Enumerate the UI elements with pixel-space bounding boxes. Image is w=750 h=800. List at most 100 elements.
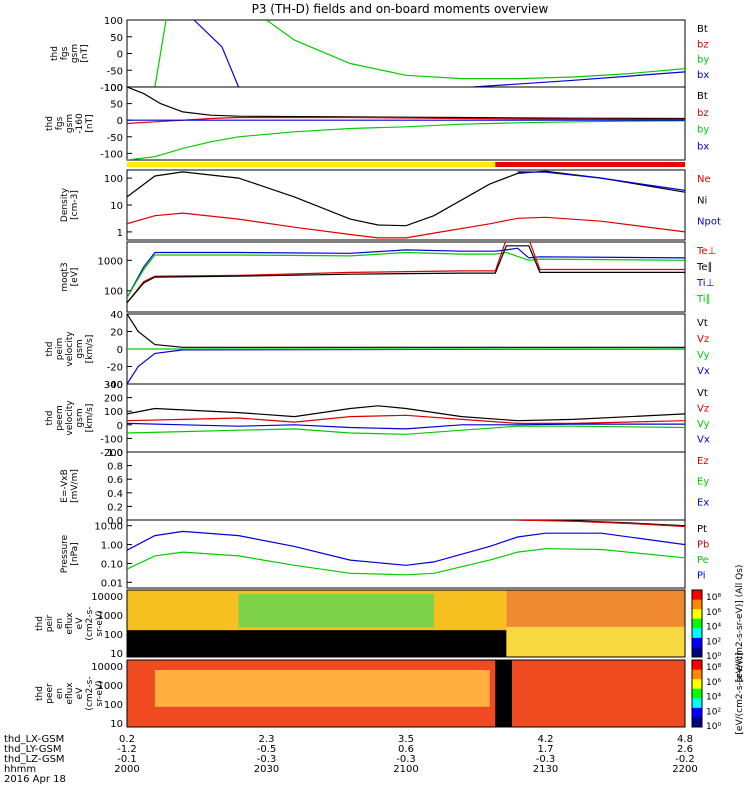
spectrogram-band	[154, 670, 490, 707]
x-row-label: thd_LX-GSM	[4, 734, 64, 745]
y-tick-label: 100	[104, 16, 123, 27]
colorbar-segment	[692, 618, 702, 629]
x-tick-label: 4.8	[677, 734, 693, 745]
x-tick-label: -0.3	[396, 754, 416, 765]
x-tick-label: 0.2	[119, 734, 135, 745]
panel-6: thd peem velocity gsm [km/s] 300 200 100 0 -100 -2…	[45, 380, 710, 459]
y-tick-label: 0.2	[107, 502, 123, 513]
x-tick-label: 2030	[254, 764, 279, 775]
legend-entry: Vz	[697, 334, 709, 345]
x-tick-label: -0.1	[117, 754, 137, 765]
legend-entry: Vt	[697, 388, 708, 399]
legend-entry: Pe	[697, 555, 709, 566]
y-tick-label: 0	[117, 50, 123, 61]
colorbar-label: [eV/(cm2-s-sr-eV)]	[735, 652, 745, 734]
x-tick-label: -0.3	[257, 754, 277, 765]
y-axis-label: fgs	[60, 46, 70, 60]
y-tick-label: 20	[110, 328, 123, 339]
y-tick-label: 10	[110, 201, 123, 212]
colorbar-segment	[692, 637, 702, 648]
y-tick-label: 1.0	[107, 448, 123, 459]
y-axis-label: moqt3	[60, 262, 70, 291]
y-tick-label: 10.00	[94, 522, 123, 533]
status-bar-yellow	[127, 162, 496, 167]
colorbar-segment	[692, 707, 702, 718]
panel-9: thd peir en eflux eV (cm2-s-sr-eV) 10000 1000 10…	[35, 565, 745, 683]
y-axis-label: en	[55, 688, 65, 699]
y-axis-label: eflux	[65, 682, 75, 705]
y-tick-label: 0.01	[101, 578, 123, 589]
colorbar-tick: 10⁴	[706, 693, 721, 703]
legend-entry: Pt	[697, 524, 707, 535]
y-tick-label: -100	[100, 434, 123, 445]
series-by	[127, 20, 685, 87]
legend-entry: Vz	[697, 404, 709, 415]
y-axis-label: gsm	[75, 339, 85, 358]
colorbar-label: [eV/(cm2-s-sr-eV)] (All Qs)	[735, 565, 745, 683]
panel-8: Pressure [nPa] 10.00 1.00 0.10 0.01 Pt Pb Pe Pi	[60, 519, 709, 589]
series-Ti∥	[127, 251, 685, 298]
legend-entry: by	[697, 55, 709, 66]
x-row-label: thd_LZ-GSM	[4, 754, 65, 765]
spectrogram-band	[127, 630, 507, 657]
legend-entry: bx	[697, 70, 709, 81]
y-axis-label: thd	[45, 411, 55, 426]
y-tick-label: -20	[107, 363, 123, 374]
series-Te∥	[127, 245, 685, 304]
y-axis-label: eV	[75, 687, 85, 700]
legend-entry: Ne	[697, 174, 711, 185]
spectrogram	[127, 660, 685, 727]
panel-frame	[126, 19, 686, 88]
series-Vy	[127, 425, 685, 435]
panel-5: thd peim velocity gsm [km/s] 40 20 0 -20 -40 Vt Vz V…	[45, 310, 710, 391]
legend-entry: Vy	[697, 419, 710, 430]
y-axis-label: sr-eV)	[95, 680, 105, 706]
colorbar-segment	[692, 717, 702, 728]
legend-entry: Pi	[697, 571, 706, 582]
y-tick-label: 0.6	[107, 475, 123, 486]
x-tick-label: -0.3	[536, 754, 556, 765]
legend-entry: Ey	[697, 477, 709, 488]
y-axis-label: (cm2-s-	[85, 676, 95, 710]
colorbar-tick: 10⁶	[706, 608, 721, 618]
y-axis-label: gsm	[70, 44, 80, 63]
panel-3: Density [cm-3] 100 10 1 Ne Ni Npot	[60, 169, 721, 241]
y-tick-label: 300	[104, 380, 123, 391]
y-axis-label: [eV]	[70, 268, 80, 287]
y-tick-label: 50	[110, 100, 123, 111]
y-tick-label: 0.0	[107, 516, 123, 527]
legend-entry: by	[697, 125, 709, 136]
legend-entry: Ti∥	[696, 294, 711, 305]
legend-entry: Vx	[697, 435, 710, 446]
legend-entry: bz	[697, 39, 709, 50]
y-axis-label: [mV/m]	[70, 469, 80, 503]
colorbar-tick: 10⁰	[706, 652, 721, 662]
y-axis-label: peer	[45, 683, 55, 704]
status-bar-red	[495, 162, 685, 167]
series-Vt	[127, 314, 685, 348]
y-tick-label: 100	[104, 287, 123, 298]
x-tick-label: 2.3	[259, 734, 275, 745]
y-axis-label: velocity	[65, 400, 75, 436]
y-axis-label: peir	[45, 614, 55, 632]
series-bz	[127, 116, 685, 125]
y-tick-label: 10	[110, 649, 123, 660]
y-axis-label: [cm-3]	[70, 190, 80, 220]
panel-frame	[126, 589, 686, 658]
y-tick-label: 10000	[91, 592, 123, 603]
series-Vx	[127, 348, 685, 384]
colorbar-segment	[692, 698, 702, 709]
y-axis-label: thd	[50, 46, 60, 61]
legend-entry: Bt	[697, 91, 708, 102]
x-tick-label: 2000	[114, 764, 139, 775]
x-tick-label: 2100	[393, 764, 418, 775]
y-axis-label: (cm2-s-	[85, 606, 95, 640]
x-tick-label: 3.5	[398, 734, 414, 745]
legend-entry: Vy	[697, 350, 710, 361]
y-tick-label: 100	[104, 407, 123, 418]
x-tick-label: 2.6	[677, 744, 693, 755]
spectrogram	[127, 590, 685, 657]
y-tick-label: -100	[100, 83, 123, 94]
